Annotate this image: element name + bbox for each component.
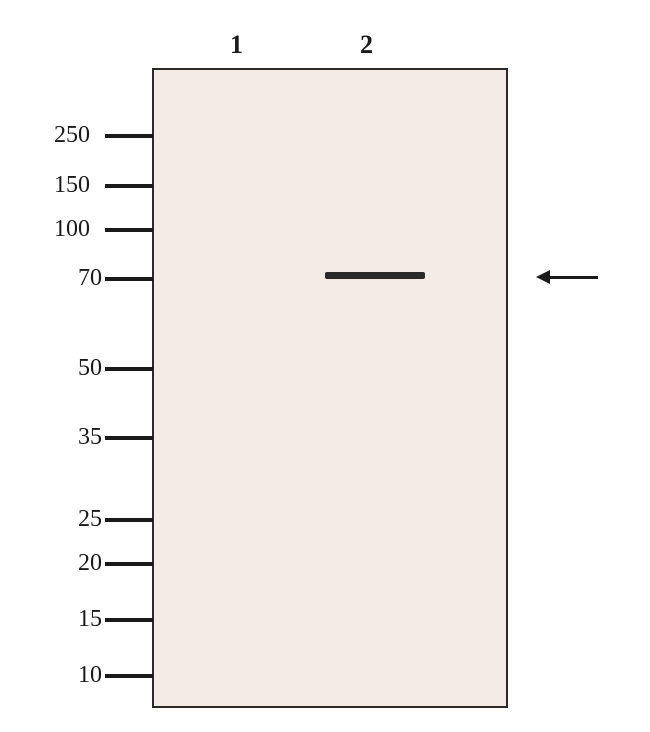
mw-marker-tick-25 (105, 518, 153, 522)
mw-marker-tick-50 (105, 367, 153, 371)
mw-marker-label-50: 50 (52, 355, 102, 382)
mw-marker-label-10: 10 (52, 662, 102, 689)
mw-marker-label-15: 15 (52, 606, 102, 633)
mw-marker-label-100: 100 (40, 216, 90, 243)
mw-marker-tick-150 (105, 184, 153, 188)
mw-marker-label-250: 250 (40, 122, 90, 149)
mw-marker-label-150: 150 (40, 172, 90, 199)
protein-band-lane2 (325, 272, 425, 279)
mw-marker-tick-35 (105, 436, 153, 440)
mw-marker-tick-20 (105, 562, 153, 566)
mw-marker-label-35: 35 (52, 424, 102, 451)
mw-marker-tick-10 (105, 674, 153, 678)
mw-marker-label-70: 70 (52, 265, 102, 292)
blot-membrane (152, 68, 508, 708)
mw-marker-label-20: 20 (52, 550, 102, 577)
mw-marker-tick-250 (105, 134, 153, 138)
lane-label-1: 1 (230, 30, 243, 60)
arrow-shaft (548, 276, 598, 279)
mw-marker-label-25: 25 (52, 506, 102, 533)
mw-marker-tick-15 (105, 618, 153, 622)
mw-marker-tick-70 (105, 277, 153, 281)
mw-marker-tick-100 (105, 228, 153, 232)
lane-label-2: 2 (360, 30, 373, 60)
